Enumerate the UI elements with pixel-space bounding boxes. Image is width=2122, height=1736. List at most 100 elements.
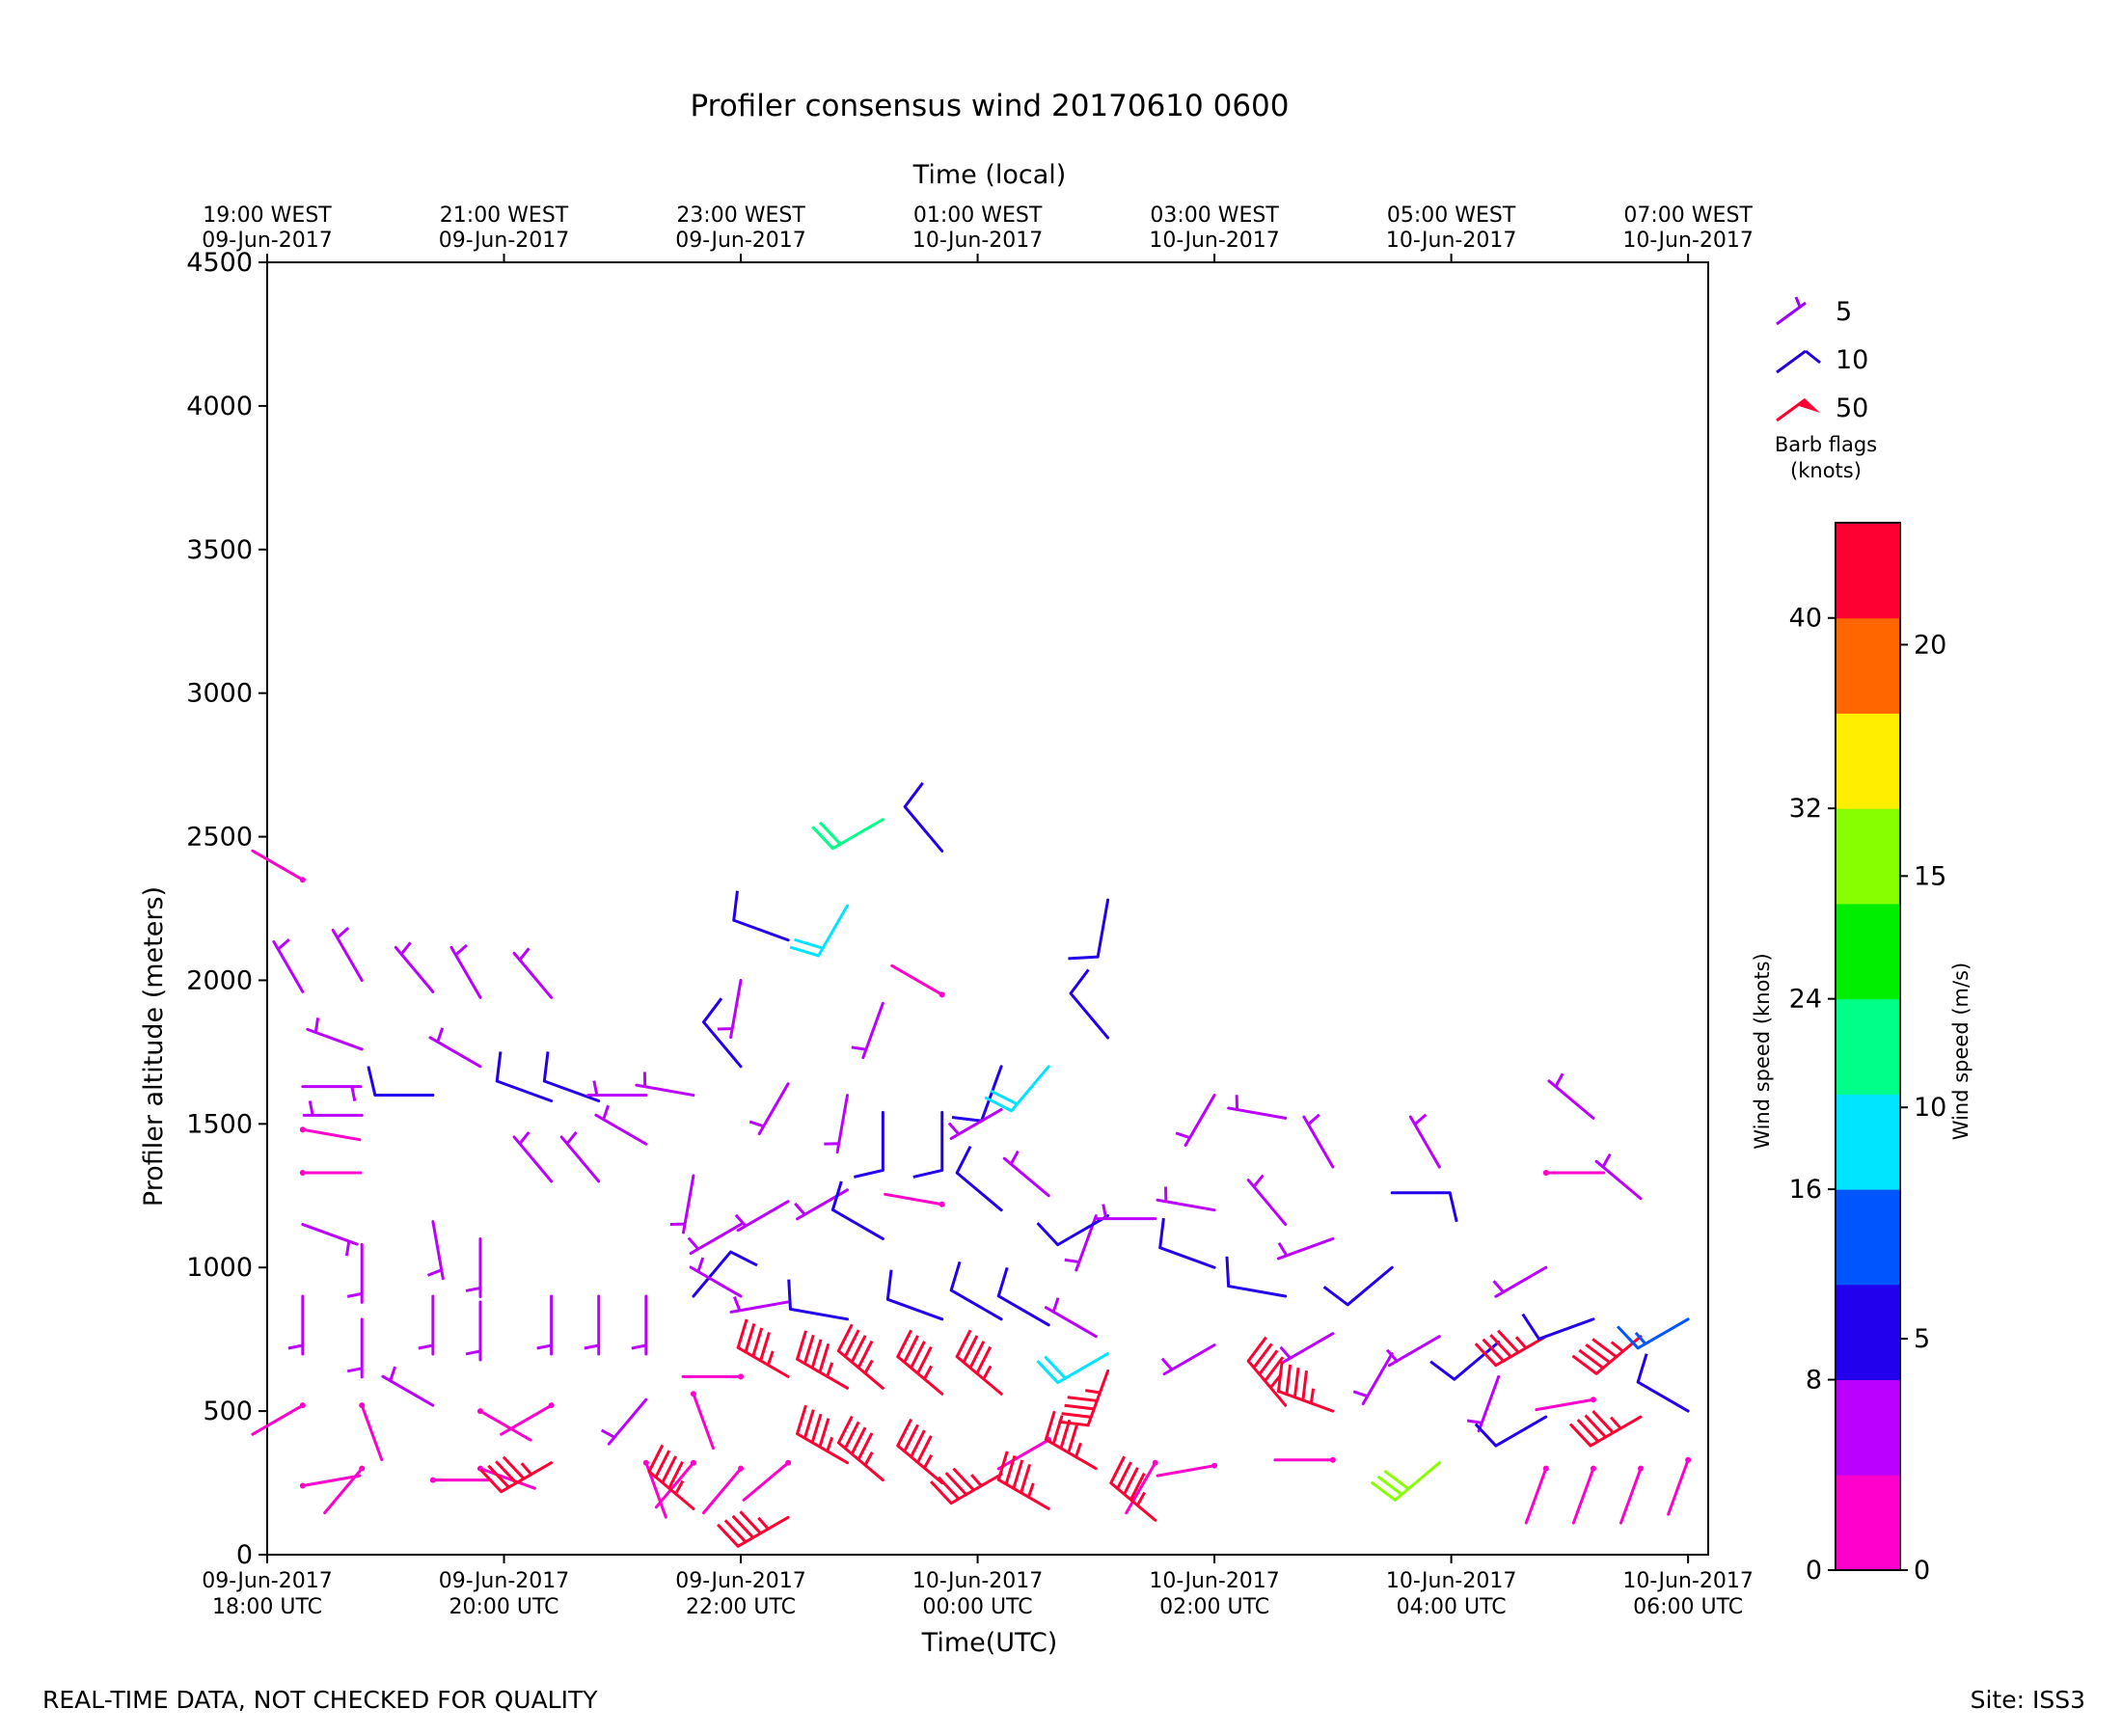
barb-half — [1610, 1416, 1622, 1430]
barb-staff — [1361, 1352, 1394, 1406]
wind-barb — [851, 1001, 884, 1060]
local-x-tick-label: 01:00 WEST — [913, 203, 1043, 228]
barb-staff — [1227, 1106, 1288, 1120]
barb-half — [757, 1516, 770, 1531]
colorbar-knot-label: 0 — [1806, 1556, 1822, 1586]
barb-full — [1044, 1410, 1056, 1441]
wind-barb — [301, 1085, 363, 1101]
barb-staff — [830, 818, 884, 851]
barb-calm-dot — [299, 1482, 306, 1489]
wind-barb — [301, 1223, 359, 1257]
barb-staff — [1069, 991, 1110, 1040]
y-axis-label: Profiler altitude (meters) — [139, 886, 169, 1207]
wind-barb — [394, 941, 435, 993]
local-x-tick-label: 05:00 WEST — [1387, 203, 1516, 228]
barb-calm-dot — [1211, 1462, 1218, 1469]
barb-half — [592, 1080, 599, 1096]
barb-calm-dot — [359, 1465, 366, 1472]
wind-barb — [428, 1027, 482, 1069]
barb-full — [952, 1467, 975, 1492]
barb-half — [982, 1365, 993, 1380]
wind-barb — [1492, 1265, 1548, 1298]
legend-label: 5 — [1836, 297, 1852, 327]
barb-half — [344, 1240, 351, 1257]
barb-half — [794, 1202, 806, 1216]
barb-staff — [512, 951, 554, 999]
barb-staff — [1667, 1458, 1690, 1516]
barb-half — [1492, 1280, 1505, 1293]
barb-half — [923, 1453, 934, 1469]
barb-staff — [830, 1207, 884, 1240]
wind-barb — [884, 1192, 945, 1207]
barb-calm-dot — [738, 1373, 745, 1380]
barb-staff — [1477, 1374, 1501, 1433]
legend-staff — [1776, 349, 1807, 374]
legend-label: 50 — [1836, 393, 1868, 423]
barb-full — [803, 1334, 815, 1365]
barb-half — [1601, 1153, 1612, 1168]
legend-item: 10 — [1776, 345, 1868, 375]
wind-barb — [1036, 1352, 1110, 1385]
barb-staff — [647, 1470, 695, 1510]
barb-full — [1109, 1455, 1127, 1484]
wind-barb — [654, 1459, 696, 1509]
x-tick-label: 09-Jun-2017 — [675, 1569, 805, 1593]
barb-full — [1429, 1360, 1455, 1381]
wind-barb — [536, 1294, 554, 1356]
barb-full — [955, 1329, 972, 1358]
barb-staff — [861, 1001, 884, 1060]
barb-staff — [885, 1297, 944, 1321]
wind-barb — [272, 937, 305, 993]
barb-staff — [635, 1083, 695, 1098]
y-tick-label: 2500 — [186, 823, 253, 853]
local-x-tick-label: 21:00 WEST — [440, 203, 569, 228]
barb-half — [465, 1286, 481, 1292]
wind-barb — [996, 1451, 1050, 1510]
x-axis-label: Time(UTC) — [921, 1628, 1058, 1658]
wind-barb — [429, 1477, 493, 1483]
barb-full — [723, 1519, 748, 1543]
barb-full — [1067, 1424, 1079, 1453]
colorbar-ms-label: 15 — [1914, 861, 1946, 891]
barb-calm-dot — [299, 1126, 306, 1133]
barb-full — [818, 1418, 830, 1448]
barb-staff — [1158, 1246, 1216, 1269]
barb-staff — [394, 945, 435, 993]
plot-axes: 05001000150020002500300035004000450009-J… — [186, 203, 1754, 1619]
wind-barb — [681, 1373, 745, 1380]
barb-full — [1061, 1412, 1092, 1419]
barb-staff — [884, 1192, 944, 1207]
barb-full — [810, 1339, 823, 1369]
wind-barb — [748, 1082, 790, 1136]
barb-full — [1246, 1336, 1267, 1363]
barb-full — [857, 1340, 874, 1369]
barb-staff — [732, 918, 790, 942]
barb-staff — [980, 1065, 1003, 1123]
wind-barb — [1547, 1072, 1595, 1120]
barb-full — [1301, 1370, 1309, 1401]
barb-staff — [331, 928, 364, 982]
barb-staff — [736, 1200, 790, 1233]
barb-calm-dot — [1685, 1456, 1692, 1463]
barb-legend: 5 10 50 — [1776, 296, 1868, 423]
barb-full — [1276, 1361, 1284, 1392]
barb-full — [1617, 1325, 1640, 1349]
barb-half — [426, 1268, 443, 1277]
wind-barb — [1568, 1410, 1643, 1448]
barb-staff — [1276, 1390, 1335, 1413]
barb-staff — [796, 1432, 850, 1465]
wind-barb — [600, 1397, 648, 1446]
y-tick-label: 0 — [236, 1540, 253, 1570]
barb-half — [346, 1367, 363, 1373]
barb-calm-dot — [1329, 1456, 1336, 1463]
barb-full — [1448, 1192, 1458, 1223]
barb-full — [1521, 1313, 1540, 1341]
barb-staff — [1044, 1438, 1098, 1471]
barb-calm-dot — [939, 991, 945, 998]
wind-barb — [287, 1294, 305, 1356]
barb-full — [789, 945, 819, 958]
barb-full — [1578, 1348, 1604, 1370]
wind-barb — [736, 1318, 790, 1378]
wind-barb — [949, 1261, 1003, 1321]
